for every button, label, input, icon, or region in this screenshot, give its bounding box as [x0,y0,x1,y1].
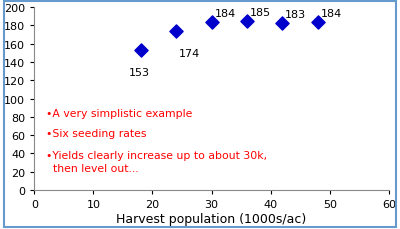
Text: 184: 184 [321,9,342,19]
Text: 184: 184 [214,9,236,19]
Text: 183: 183 [285,9,306,19]
Point [208,21,215,25]
Text: •Yields clearly increase up to about 30k,
  then level out...: •Yields clearly increase up to about 30k… [46,150,267,173]
Text: 185: 185 [250,8,271,18]
Point [315,21,321,25]
X-axis label: Harvest population (1000s/ac): Harvest population (1000s/ac) [116,212,307,225]
Text: 174: 174 [179,48,200,58]
Text: 153: 153 [129,68,150,77]
Point [138,49,144,53]
Point [279,22,286,25]
Point [244,20,250,24]
Point [173,30,179,34]
Text: •Six seeding rates: •Six seeding rates [46,128,147,138]
Text: •A very simplistic example: •A very simplistic example [46,108,192,118]
